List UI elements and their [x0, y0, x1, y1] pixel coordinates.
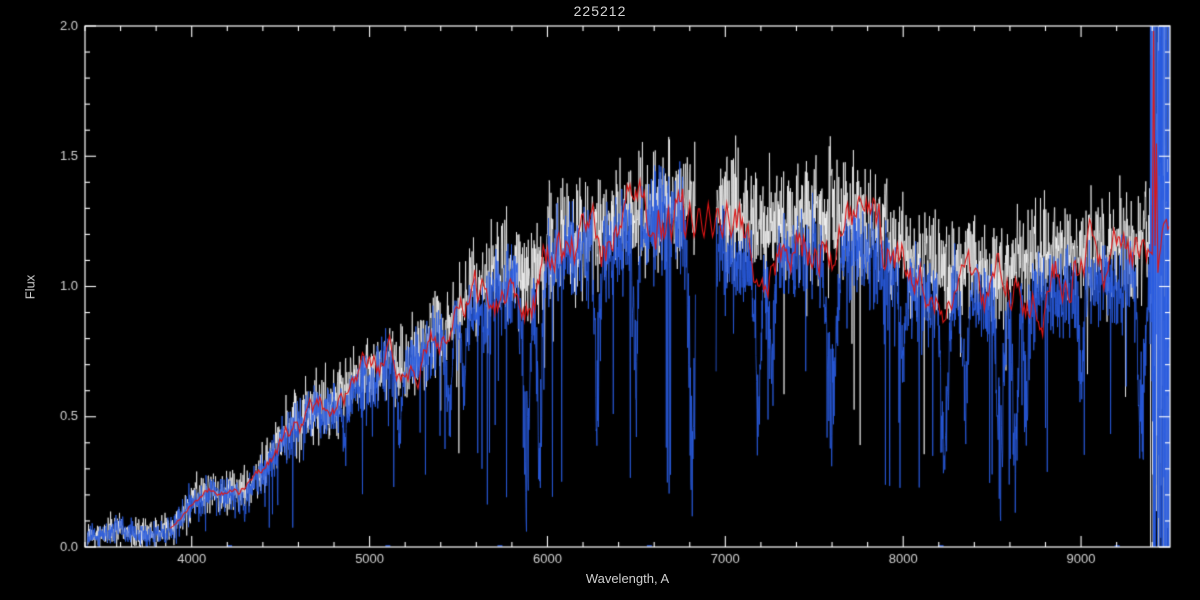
- x-axis-label: Wavelength, A: [585, 571, 670, 586]
- plot-title: 225212: [573, 3, 627, 19]
- y-axis-label: Flux: [22, 274, 38, 300]
